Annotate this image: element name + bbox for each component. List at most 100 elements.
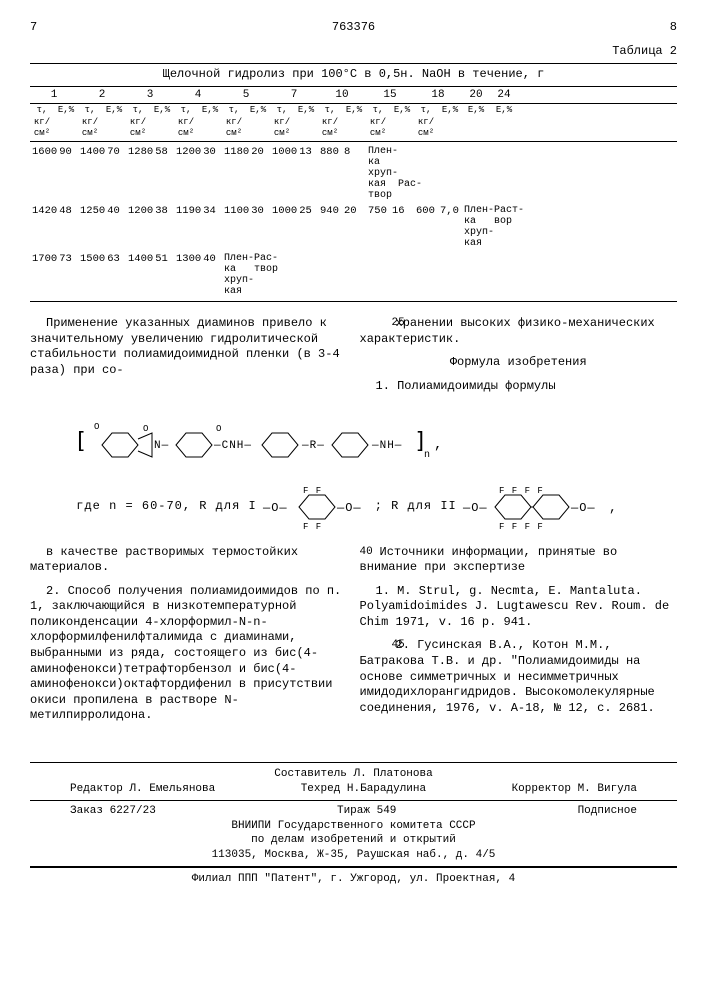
unit-header-pair: τ, кг/см²E,%	[414, 104, 462, 141]
footer-block: Составитель Л. Платонова Редактор Л. Еме…	[30, 762, 677, 867]
table-time-header: 1234571015182024	[30, 87, 677, 104]
chemical-formula-r: где n = 60-70, R для I —O— F F F F —O— ;…	[30, 483, 677, 531]
svg-text:O: O	[94, 422, 100, 432]
footer-editor: Редактор Л. Емельянова	[70, 782, 215, 796]
footer-addr: 113035, Москва, Ж-35, Раушская наб., д. …	[30, 848, 677, 862]
footer-org1: ВНИИПИ Государственного комитета СССР	[30, 819, 677, 833]
page-num-left: 7	[30, 20, 244, 36]
data-pair: 8808	[318, 146, 366, 160]
svg-text:[: [	[74, 429, 88, 454]
chemical-formula-main: [ O O N— O —CNH— —R— —NH— ] n ,	[30, 413, 677, 473]
svg-text:,: ,	[609, 500, 618, 515]
row-tail-note: Плен- ка хруп- кая Рас- твор	[368, 146, 422, 201]
data-pair: 140051	[126, 253, 174, 267]
data-pair: 6007,0	[414, 205, 462, 219]
body-columns-2: в качестве растворимых термостойких мате…	[30, 545, 677, 733]
svg-text:N—: N—	[154, 440, 169, 452]
time-header-cell: 24	[490, 87, 518, 103]
data-pair: 119034	[174, 205, 222, 219]
claim-1-lead: 1. Полиамидоимиды формулы	[360, 379, 678, 395]
page-header: 7 763376 8	[30, 20, 677, 36]
svg-text:—O—: —O—	[336, 501, 362, 515]
time-header-cell: 15	[366, 87, 414, 103]
table-row: 170073150063140051130040Плен-Рас- ка тво…	[30, 253, 677, 297]
data-pair: 110030	[222, 205, 270, 219]
svg-text:—O—: —O—	[570, 501, 596, 515]
table-body: 1600901400701280581200301180201000138808…	[30, 142, 677, 297]
footer-tirazh: Тираж 549	[337, 804, 396, 818]
svg-text:O: O	[216, 424, 222, 434]
unit-header-pair: τ, кг/см²E,%	[222, 104, 270, 141]
footer-podpis: Подписное	[578, 804, 637, 818]
para-right-1: 25хранении высоких физико-механических х…	[360, 316, 678, 347]
data-pair: 75016	[366, 205, 414, 219]
sources-heading: 40Источники информации, принятые во вним…	[360, 545, 678, 576]
unit-header-pair: τ, кг/см²E,%	[270, 104, 318, 141]
page-num-right: 8	[464, 20, 678, 36]
svg-text:—NH—: —NH—	[371, 440, 402, 452]
formula-heading: Формула изобретения	[360, 355, 678, 371]
unit-header-pair: E,%	[462, 104, 490, 141]
unit-header-pair: τ, кг/см²E,%	[366, 104, 414, 141]
time-header-cell: 3	[126, 87, 174, 103]
time-header-cell: 18	[414, 87, 462, 103]
para-left-2: в качестве растворимых термостойких мате…	[30, 545, 348, 576]
svg-text:,: ,	[434, 437, 443, 453]
svg-text:—CNH—: —CNH—	[213, 440, 252, 452]
table-row: 1600901400701280581200301180201000138808…	[30, 146, 677, 201]
data-pair: 118020	[222, 146, 270, 160]
time-header-cell: 1	[30, 87, 78, 103]
table-row: 1420481250401200381190341100301000259402…	[30, 205, 677, 249]
line-num-25: 25	[376, 316, 396, 330]
footer-filial: Филиал ППП "Патент", г. Ужгород, ул. Про…	[30, 872, 677, 886]
data-pair: 94020	[318, 205, 366, 219]
data-pair: 100025	[270, 205, 318, 219]
footer-composer: Составитель Л. Платонова	[30, 767, 677, 781]
col-left-1: Применение указанных диаминов привело к …	[30, 316, 348, 402]
data-pair: 170073	[30, 253, 78, 267]
row-tail-note: Плен-Раст- ка вор хруп- кая	[464, 205, 524, 249]
svg-text:F F F F: F F F F	[499, 522, 544, 531]
row-tail-note: Плен-Рас- ка твор хруп- кая	[224, 253, 278, 297]
body-columns-1: Применение указанных диаминов привело к …	[30, 316, 677, 402]
right1-text: хранении высоких физико-механических хар…	[360, 316, 655, 346]
formula-r2-text: ; R для II	[375, 499, 457, 515]
table-unit-header: τ, кг/см²E,%τ, кг/см²E,%τ, кг/см²E,%τ, к…	[30, 104, 677, 142]
data-pair: 150063	[78, 253, 126, 267]
data-pair: 120030	[174, 146, 222, 160]
source-2-text: 2. Гусинская В.А., Котон М.М., Батракова…	[360, 638, 655, 714]
time-header-cell: 4	[174, 87, 222, 103]
data-pair: 142048	[30, 205, 78, 219]
footer-row-2: Заказ 6227/23 Тираж 549 Подписное	[30, 803, 677, 819]
col-right-1: 25хранении высоких физико-механических х…	[360, 316, 678, 402]
svg-text:n: n	[424, 450, 431, 461]
unit-header-pair: τ, кг/см²E,%	[126, 104, 174, 141]
time-header-cell: 10	[318, 87, 366, 103]
svg-text:F F: F F	[303, 522, 322, 531]
unit-header-pair: τ, кг/см²E,%	[318, 104, 366, 141]
footer-corrector: Корректор М. Вигула	[512, 782, 637, 796]
data-pair: 130040	[174, 253, 222, 267]
data-pair: 128058	[126, 146, 174, 160]
col-right-2: 40Источники информации, принятые во вним…	[360, 545, 678, 733]
col-left-2: в качестве растворимых термостойких мате…	[30, 545, 348, 733]
svg-text:—O—: —O—	[462, 501, 488, 515]
footer-row-1: Редактор Л. Емельянова Техред Н.Барадули…	[30, 781, 677, 797]
data-pair: 160090	[30, 146, 78, 160]
unit-header-pair: τ, кг/см²E,%	[174, 104, 222, 141]
data-pair: 140070	[78, 146, 126, 160]
para-left-1: Применение указанных диаминов привело к …	[30, 316, 348, 378]
svg-text:—R—: —R—	[301, 440, 325, 452]
unit-header-pair: τ, кг/см²E,%	[78, 104, 126, 141]
source-1: 1. M. Strul, g. Necmta, E. Mantaluta. Po…	[360, 584, 678, 631]
unit-header-pair: τ, кг/см²E,%	[30, 104, 78, 141]
footer-org2: по делам изобретений и открытий	[30, 833, 677, 847]
footer-order: Заказ 6227/23	[70, 804, 156, 818]
footer-tehred: Техред Н.Барадулина	[301, 782, 426, 796]
para-left-3: 2. Способ получения полиамидоимидов по п…	[30, 584, 348, 724]
time-header-cell: 5	[222, 87, 270, 103]
svg-text:O: O	[143, 424, 149, 434]
unit-header-pair: E,%	[490, 104, 518, 141]
patent-number: 763376	[247, 20, 461, 36]
table-2: Щелочной гидролиз при 100°C в 0,5н. NaOH…	[30, 63, 677, 302]
